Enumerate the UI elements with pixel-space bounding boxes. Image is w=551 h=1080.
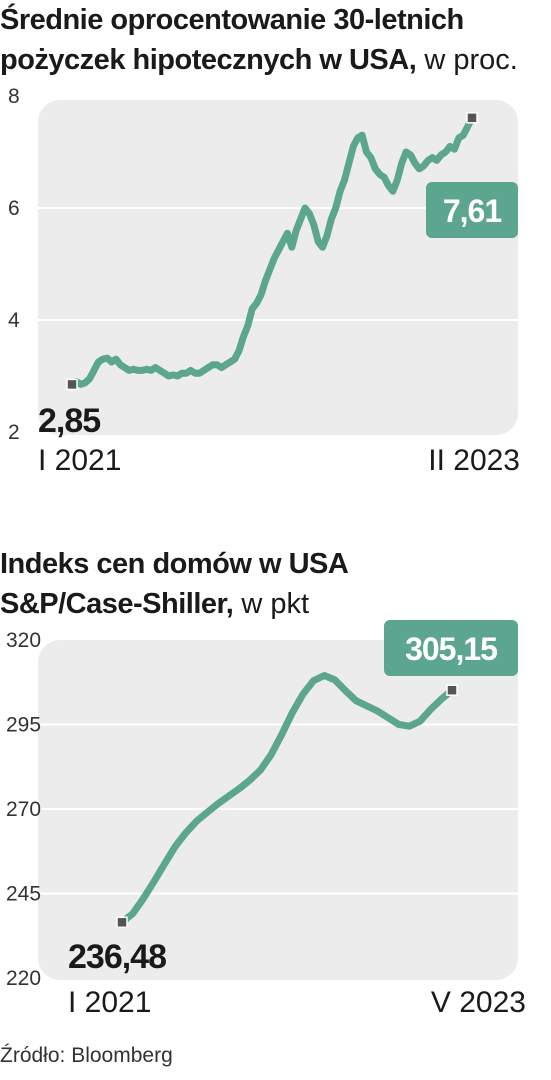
y-tick-label: 270 [6,798,41,821]
source-note: Źródło: Bloomberg [0,1044,173,1067]
series-line [118,672,456,926]
y-tick-label: 4 [8,309,20,332]
y-tick-label: 320 [6,629,41,652]
chart2-title-unit: w pkt [233,588,310,620]
x-end-label: II 2023 [428,444,520,477]
chart2-title-main: S&P/Case-Shiller, [0,588,234,620]
chart2-title: Indeks cen domów w USA S&P/Case-Shiller,… [0,544,349,624]
end-value-badge [384,620,518,676]
x-start-label: I 2021 [68,986,151,1019]
mortgage-rate-chart: 8 6 4 2 2,85 7,61 I 2021 II 2023 [8,85,520,477]
chart1-title-main: pożyczek hipotecznych w USA, [0,44,417,76]
end-value-badge [426,182,518,238]
y-tick-label: 245 [6,883,41,906]
end-point-marker [446,684,458,696]
start-value-label: 2,85 [38,402,100,440]
chart1-title-line2: pożyczek hipotecznych w USA, w proc. [0,40,518,80]
chart1-title: Średnie oprocentowanie 30-letnich pożycz… [0,0,518,80]
x-end-label: V 2023 [431,986,526,1019]
y-tick-label: 2 [8,421,20,444]
chart2-title-line2: S&P/Case-Shiller, w pkt [0,584,348,624]
y-tick-label: 6 [8,197,20,220]
end-value-label: 7,61 [443,193,501,229]
y-tick-label: 220 [6,967,41,990]
start-point-marker [116,916,128,929]
start-point-marker [66,378,78,391]
series-line [68,114,476,388]
end-value-label: 305,15 [405,631,497,667]
end-point-marker [466,112,478,124]
y-tick-label: 8 [8,85,20,108]
start-value-label: 236,48 [68,938,166,976]
home-price-index-chart: 320 295 270 245 220 236,48 305,15 I 2021 V 2023 [6,620,526,1019]
chart1-title-unit: w proc. [416,44,518,76]
x-start-label: I 2021 [38,444,121,477]
chart1-title-line1: Średnie oprocentowanie 30-letnich [0,4,464,36]
y-tick-label: 295 [6,714,41,737]
chart2-title-line1: Indeks cen domów w USA [0,548,349,580]
